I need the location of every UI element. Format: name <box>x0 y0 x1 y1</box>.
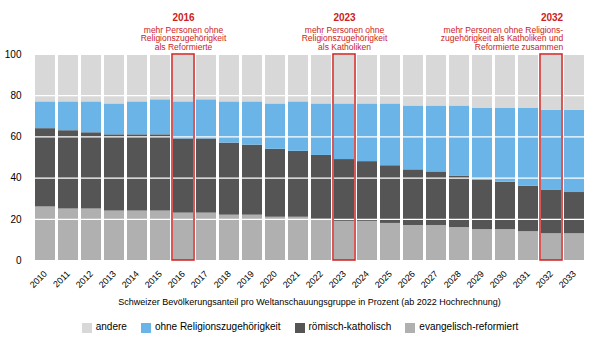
svg-text:2023: 2023 <box>333 12 356 23</box>
svg-text:2030: 2030 <box>488 269 509 290</box>
svg-text:2014: 2014 <box>120 269 141 290</box>
svg-text:2022: 2022 <box>304 269 325 290</box>
svg-text:2031: 2031 <box>511 269 532 290</box>
html-text:ohne Religionszugehörigkeit: ohne Religionszugehörigkeit <box>154 321 281 333</box>
svg-text:2019: 2019 <box>235 269 256 290</box>
svg-text:40: 40 <box>10 172 22 183</box>
svg-text:2029: 2029 <box>465 269 486 290</box>
svg-text:2018: 2018 <box>212 269 233 290</box>
svg-text:2020: 2020 <box>258 269 279 290</box>
html-text:evangelisch-reformiert: evangelisch-reformiert <box>419 321 519 333</box>
svg-text:2032: 2032 <box>534 269 555 290</box>
html-text:römisch-katholisch: römisch-katholisch <box>308 321 392 333</box>
svg-text:60: 60 <box>10 131 22 142</box>
svg-text:2016: 2016 <box>172 12 195 23</box>
svg-text:2026: 2026 <box>396 269 417 290</box>
svg-text:2033: 2033 <box>557 269 578 290</box>
svg-text:2023: 2023 <box>327 269 348 290</box>
svg-text:Schweizer Bevölkerungsanteil p: Schweizer Bevölkerungsanteil pro Weltans… <box>118 297 501 307</box>
svg-text:2032: 2032 <box>541 12 564 23</box>
svg-text:2016: 2016 <box>166 269 187 290</box>
svg-text:2015: 2015 <box>143 269 164 290</box>
svg-text:2021: 2021 <box>281 269 302 290</box>
svg-text:mehr Personen ohne Religions-z: mehr Personen ohne Religions-zugehörigke… <box>441 25 564 52</box>
svg-text:2013: 2013 <box>97 269 118 290</box>
svg-text:80: 80 <box>10 90 22 101</box>
svg-text:2010: 2010 <box>28 269 49 290</box>
svg-text:100: 100 <box>5 49 22 60</box>
svg-text:20: 20 <box>10 214 22 225</box>
svg-text:2028: 2028 <box>442 269 463 290</box>
svg-text:0: 0 <box>16 255 22 266</box>
svg-text:mehr Personen ohneReligionszug: mehr Personen ohneReligionszugehörigkeit… <box>302 25 388 52</box>
svg-text:2027: 2027 <box>419 269 440 290</box>
svg-text:mehr Personen ohneReligionszug: mehr Personen ohneReligionszugehörigkeit… <box>141 25 227 52</box>
svg-text:2012: 2012 <box>74 269 95 290</box>
svg-text:2011: 2011 <box>51 269 72 290</box>
svg-text:2017: 2017 <box>189 269 210 290</box>
svg-text:2025: 2025 <box>373 269 394 290</box>
html-text:andere: andere <box>95 321 127 333</box>
svg-text:2024: 2024 <box>350 269 371 290</box>
